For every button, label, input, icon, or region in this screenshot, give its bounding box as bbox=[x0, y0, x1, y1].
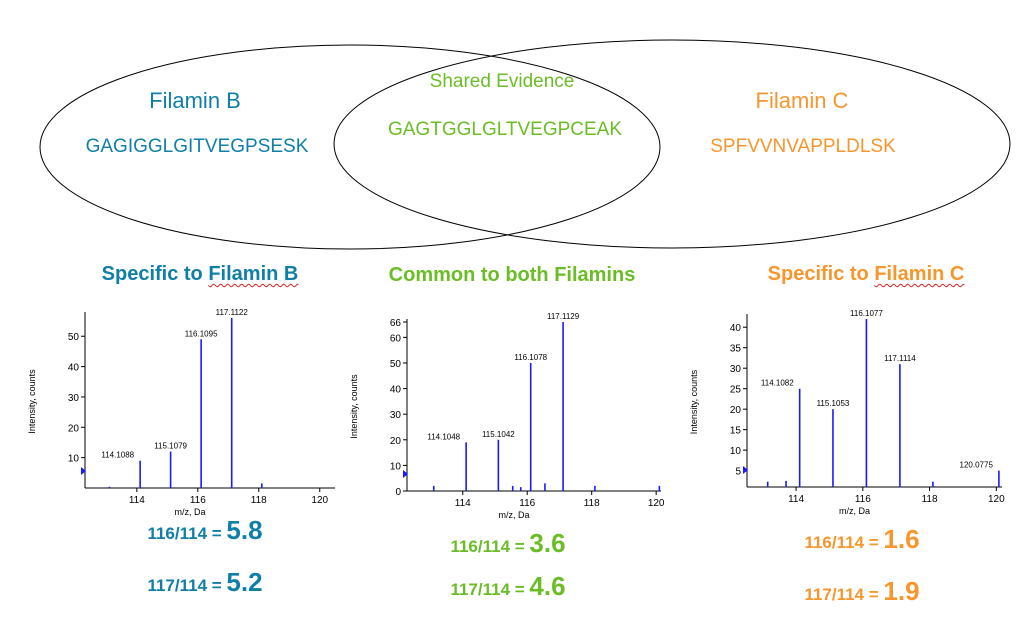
peak-label: 120.0775 bbox=[960, 461, 994, 470]
x-tick-label: 118 bbox=[251, 495, 267, 506]
heading-common: Common to both Filamins bbox=[388, 264, 636, 286]
peak-label: 115.1042 bbox=[482, 430, 515, 439]
shared-evidence-title: Shared Evidence bbox=[429, 71, 575, 92]
spectrum-chart-1: 114 116 118 120 10 20 30 40 50 m/z, Da Intensity, … bbox=[27, 308, 335, 517]
venn-circle-filamin-c bbox=[333, 39, 1011, 249]
y-tick-label: 60 bbox=[390, 333, 402, 344]
ratio-value: 4.6 bbox=[529, 571, 566, 601]
peak-label: 115.1053 bbox=[817, 399, 850, 408]
filamin-c-sequence: SPFVVNVAPPLDLSK bbox=[710, 136, 896, 157]
y-tick-label: 30 bbox=[390, 410, 402, 421]
y-tick-label: 30 bbox=[730, 364, 742, 375]
ratio-c-117: 117/114 = 1.9 bbox=[804, 576, 919, 607]
shared-sequence: GAGTGGLGLTVEGPCEAK bbox=[387, 119, 623, 140]
x-tick-label: 120 bbox=[311, 495, 328, 506]
heading-specific-b: Specific to Filamin B bbox=[102, 263, 299, 286]
y-tick-label: 40 bbox=[730, 323, 742, 334]
y-tick-label: 20 bbox=[390, 436, 402, 447]
venn-diagram bbox=[39, 39, 1011, 250]
heading-prefix: Specific to bbox=[101, 263, 209, 285]
peak-label: 115.1079 bbox=[154, 442, 187, 451]
x-tick-label: 116 bbox=[855, 494, 871, 505]
x-tick-label: 114 bbox=[455, 498, 471, 509]
peak-label: 114.1088 bbox=[101, 451, 134, 460]
ratio-label: 117/114 = bbox=[147, 576, 227, 595]
y-tick-label: 25 bbox=[730, 385, 742, 396]
ratio-b-116: 116/114 = 5.8 bbox=[147, 515, 262, 546]
ratio-value: 5.2 bbox=[226, 567, 263, 597]
y-tick-label: 66 bbox=[390, 318, 402, 329]
x-tick-label: 120 bbox=[988, 494, 1005, 505]
y-tick-label: 50 bbox=[68, 332, 80, 343]
y-axis-label: Intensity, counts bbox=[27, 369, 37, 434]
ratio-label: 117/114 = bbox=[804, 585, 884, 604]
peak-label: 116.1077 bbox=[850, 309, 883, 318]
spectrum-chart-2: 114 116 118 120 0 10 20 30 40 50 60 66 m/z, Da Intens… bbox=[349, 312, 665, 520]
filamin-c-title: Filamin C bbox=[755, 88, 849, 113]
ratio-b-117: 117/114 = 5.2 bbox=[147, 567, 262, 598]
x-tick-label: 118 bbox=[922, 494, 938, 505]
heading-specific-c: Specific to Filamin C bbox=[768, 263, 965, 286]
y-tick-label: 40 bbox=[68, 363, 80, 374]
ratio-value: 3.6 bbox=[529, 528, 566, 558]
y-tick-label: 40 bbox=[390, 385, 402, 396]
marker-triangle bbox=[403, 470, 408, 478]
ratio-value: 1.9 bbox=[883, 576, 920, 606]
y-tick-label: 10 bbox=[390, 461, 402, 472]
ratio-common-116: 116/114 = 3.6 bbox=[450, 528, 565, 559]
peak-label: 116.1095 bbox=[185, 329, 218, 338]
x-tick-label: 114 bbox=[788, 494, 804, 505]
y-tick-label: 20 bbox=[68, 423, 80, 434]
ratio-label: 116/114 = bbox=[450, 537, 530, 556]
peak-label: 114.1048 bbox=[427, 432, 460, 441]
heading-protein: Filamin C bbox=[874, 263, 965, 285]
peak-label: 117.1129 bbox=[547, 312, 580, 321]
y-tick-label: 10 bbox=[730, 446, 742, 457]
ratio-label: 116/114 = bbox=[804, 533, 884, 552]
peak-label: 116.1078 bbox=[514, 353, 547, 362]
x-axis-label: m/z, Da bbox=[174, 507, 205, 517]
ratio-value: 1.6 bbox=[883, 524, 920, 554]
y-tick-label: 50 bbox=[390, 359, 402, 370]
marker-triangle bbox=[743, 466, 748, 474]
x-axis-label: m/z, Da bbox=[839, 506, 870, 516]
heading-protein: Filamin B bbox=[208, 263, 299, 285]
peak-label: 117.1114 bbox=[884, 354, 916, 363]
spectrum-chart-3: 114 116 118 120 5 10 15 20 25 30 35 40 m/z, Da Intens… bbox=[689, 309, 1005, 516]
y-tick-label: 20 bbox=[730, 405, 742, 416]
peak-label: 114.1082 bbox=[761, 379, 794, 388]
y-tick-label: 5 bbox=[735, 467, 741, 478]
ratio-value: 5.8 bbox=[226, 515, 263, 545]
marker-triangle bbox=[81, 467, 86, 475]
y-tick-label: 15 bbox=[730, 426, 742, 437]
y-axis-label: Intensity, counts bbox=[689, 369, 699, 434]
x-tick-label: 114 bbox=[129, 495, 145, 506]
heading-prefix: Specific to bbox=[767, 263, 875, 285]
ratio-common-117: 117/114 = 4.6 bbox=[450, 571, 565, 602]
ratio-label: 117/114 = bbox=[450, 580, 530, 599]
x-axis-label: m/z, Da bbox=[498, 510, 529, 520]
x-tick-label: 116 bbox=[190, 495, 206, 506]
x-tick-label: 116 bbox=[519, 498, 535, 509]
x-tick-label: 120 bbox=[648, 498, 665, 509]
y-axis-label: Intensity, counts bbox=[349, 374, 359, 439]
filamin-b-sequence: GAGIGGLGITVEGPSESK bbox=[85, 136, 309, 157]
venn-circle-filamin-b bbox=[39, 44, 661, 250]
y-tick-label: 30 bbox=[68, 393, 80, 404]
filamin-b-title: Filamin B bbox=[149, 88, 241, 113]
x-tick-label: 118 bbox=[584, 498, 600, 509]
ratio-c-116: 116/114 = 1.6 bbox=[804, 524, 919, 555]
y-tick-label: 0 bbox=[395, 487, 401, 498]
y-tick-label: 35 bbox=[730, 344, 742, 355]
peak-label: 117.1122 bbox=[216, 308, 249, 317]
y-tick-label: 10 bbox=[68, 454, 80, 465]
ratio-label: 116/114 = bbox=[147, 524, 227, 543]
